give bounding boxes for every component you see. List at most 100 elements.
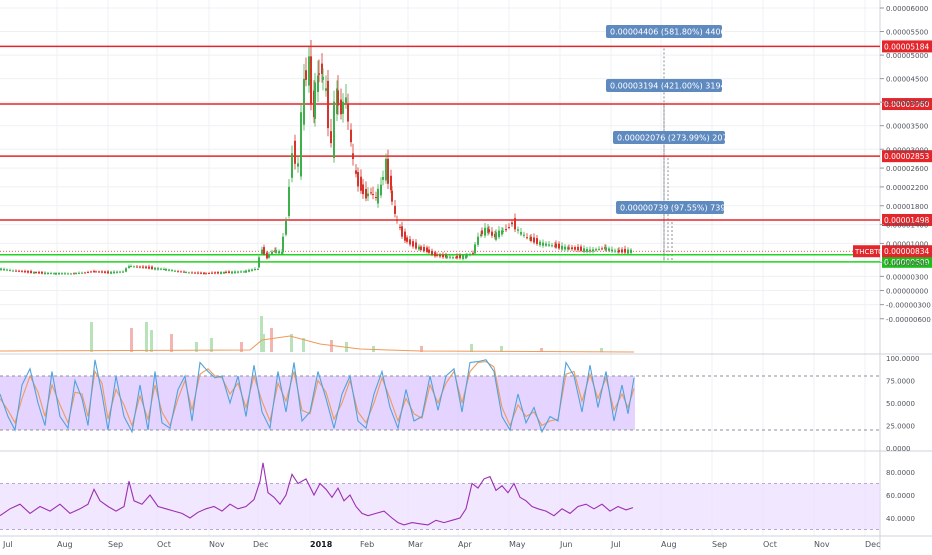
candle-body [130, 265, 132, 267]
support-price-label: 0.00000609 [884, 258, 930, 267]
candle-body [592, 249, 594, 252]
candle-body [263, 247, 265, 255]
candle-body [325, 88, 327, 91]
symbol-tag [853, 245, 880, 258]
candle-body [484, 227, 486, 236]
candle-body [502, 230, 504, 232]
resistance-price-label: 0.00002853 [884, 152, 930, 161]
x-axis-label: Jun [559, 540, 573, 549]
measure-label: 0.00004406 (581.80%) 4406 [610, 28, 726, 37]
rsi-band [0, 483, 880, 530]
candle-body [442, 254, 444, 258]
candle-body [234, 271, 236, 274]
candle-body [387, 158, 389, 184]
x-axis-label: Sep [108, 540, 123, 549]
candle-body [420, 246, 422, 250]
candle-body [321, 63, 323, 74]
candle-body [385, 158, 387, 181]
candle-body [251, 269, 253, 271]
candle-body [605, 247, 607, 251]
price-axis-tick: 0.00002600 [886, 165, 928, 173]
volume-bar [170, 334, 173, 352]
stoch-axis-tick: 0.0000 [886, 445, 911, 453]
candle-body [367, 193, 369, 197]
candle-body [33, 271, 35, 274]
candle-body [418, 246, 420, 250]
candle-body [614, 250, 616, 252]
candle-body [394, 205, 396, 214]
candle-body [508, 226, 510, 228]
candle-body [168, 269, 170, 271]
candle-body [574, 247, 576, 250]
candle-body [300, 112, 302, 177]
candle-body [481, 230, 483, 235]
candle-body [533, 237, 535, 243]
candle-body [3, 268, 5, 271]
candle-body [261, 249, 263, 254]
rsi-line [0, 462, 634, 526]
volume-bar [302, 338, 305, 352]
price-axis-tick: 0.00001400 [886, 222, 928, 230]
stoch-axis-tick: 50.0000 [886, 400, 915, 408]
candle-body [466, 255, 468, 257]
candle-body [446, 256, 448, 258]
candle-body [426, 247, 428, 252]
candle-body [157, 268, 159, 270]
candle-body [254, 268, 256, 270]
candle-body [208, 272, 210, 274]
candle-body [21, 270, 23, 272]
candle-body [95, 271, 97, 273]
candle-body [330, 131, 332, 144]
stoch-axis-tick: 25.0000 [886, 423, 915, 431]
measure-label: 0.00000739 (97.55%) 739 [620, 204, 725, 213]
candle-body [577, 246, 579, 251]
candle-body [282, 236, 284, 253]
candle-body [81, 272, 83, 274]
candle-body [347, 104, 349, 122]
resistance-price-tag [882, 98, 932, 111]
candle-body [9, 270, 11, 272]
candle-body [406, 237, 408, 242]
candle-body [621, 249, 623, 253]
candle-body [505, 228, 507, 231]
candle-body [345, 97, 347, 104]
price-axis-tick: 0.00004500 [886, 76, 928, 84]
volume-bar [330, 340, 333, 352]
candle-body [183, 271, 185, 273]
candle-body [624, 248, 626, 253]
candle-body [240, 271, 242, 273]
candle-body [142, 266, 144, 268]
candle-body [231, 271, 233, 274]
candle-body [191, 272, 193, 274]
measure-label-box [616, 201, 724, 214]
volume-bar [145, 322, 148, 352]
candle-body [501, 230, 503, 235]
candle-body [340, 99, 342, 115]
rsi-axis-tick: 60.0000 [886, 492, 915, 500]
measure-label-box [606, 79, 722, 92]
volume-bar [240, 342, 243, 352]
candle-body [225, 271, 227, 273]
candle-body [148, 266, 150, 269]
price-axis-tick: 0.00000300 [886, 273, 928, 281]
candle-body [151, 266, 153, 270]
candle-body [465, 255, 467, 259]
candle-body [399, 226, 401, 228]
candle-body [188, 272, 190, 274]
candle-body [163, 269, 165, 271]
candle-body [61, 273, 63, 275]
candle-body [174, 270, 176, 272]
candle-body [12, 270, 14, 272]
candle-body [423, 247, 425, 252]
candle-body [377, 188, 379, 204]
candle-body [327, 80, 329, 129]
candle-body [564, 246, 566, 250]
x-axis-label: Mar [408, 540, 424, 549]
candle-body [452, 257, 454, 259]
candle-body [139, 266, 141, 268]
candle-body [548, 244, 550, 246]
candle-body [355, 170, 357, 174]
candle-body [93, 270, 95, 273]
